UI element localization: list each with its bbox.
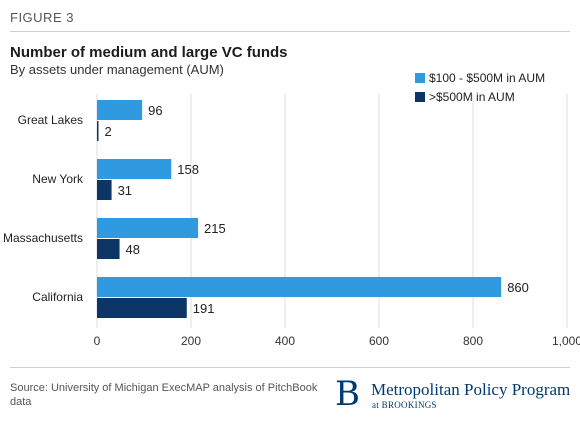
bar-value-label: 860 — [507, 280, 529, 295]
bar — [97, 121, 99, 141]
brookings-logo: B Metropolitan Policy Program at BROOKIN… — [335, 374, 575, 414]
category-label: Great Lakes — [18, 113, 83, 127]
bar — [97, 218, 199, 238]
bar — [97, 277, 502, 297]
chart-subtitle: By assets under management (AUM) — [10, 62, 224, 77]
program-name: Metropolitan Policy Program — [371, 380, 571, 399]
bar-value-label: 215 — [204, 221, 226, 236]
bar-value-label: 96 — [148, 103, 162, 118]
legend-label: $100 - $500M in AUM — [429, 71, 545, 85]
top-rule — [10, 31, 570, 32]
brookings-b-mark: B — [335, 374, 360, 414]
program-affiliation: at BROOKINGS — [372, 400, 437, 410]
bar — [97, 159, 172, 179]
category-label: New York — [32, 172, 84, 186]
bar-value-label: 48 — [126, 242, 140, 257]
x-tick-label: 1,000 — [552, 334, 580, 348]
x-tick-label: 0 — [94, 334, 101, 348]
x-tick-label: 200 — [181, 334, 201, 348]
x-tick-label: 800 — [463, 334, 483, 348]
bar-value-label: 158 — [177, 162, 199, 177]
x-tick-label: 600 — [369, 334, 389, 348]
bar-value-label: 31 — [118, 183, 132, 198]
bar-value-label: 191 — [193, 301, 215, 316]
category-label: Massachusetts — [3, 231, 83, 245]
bottom-rule — [10, 367, 570, 368]
legend-label: >$500M in AUM — [429, 90, 515, 104]
category-label: California — [32, 290, 83, 304]
bar — [97, 239, 120, 259]
source-note: Source: University of Michigan ExecMAP a… — [10, 382, 318, 408]
legend-swatch — [415, 92, 425, 102]
bar — [97, 298, 187, 318]
x-tick-label: 400 — [275, 334, 295, 348]
figure-label: FIGURE 3 — [10, 10, 74, 25]
chart-title: Number of medium and large VC funds — [10, 44, 288, 61]
bar — [97, 180, 112, 200]
legend-swatch — [415, 73, 425, 83]
bar — [97, 100, 143, 120]
bar-value-label: 2 — [105, 124, 112, 139]
